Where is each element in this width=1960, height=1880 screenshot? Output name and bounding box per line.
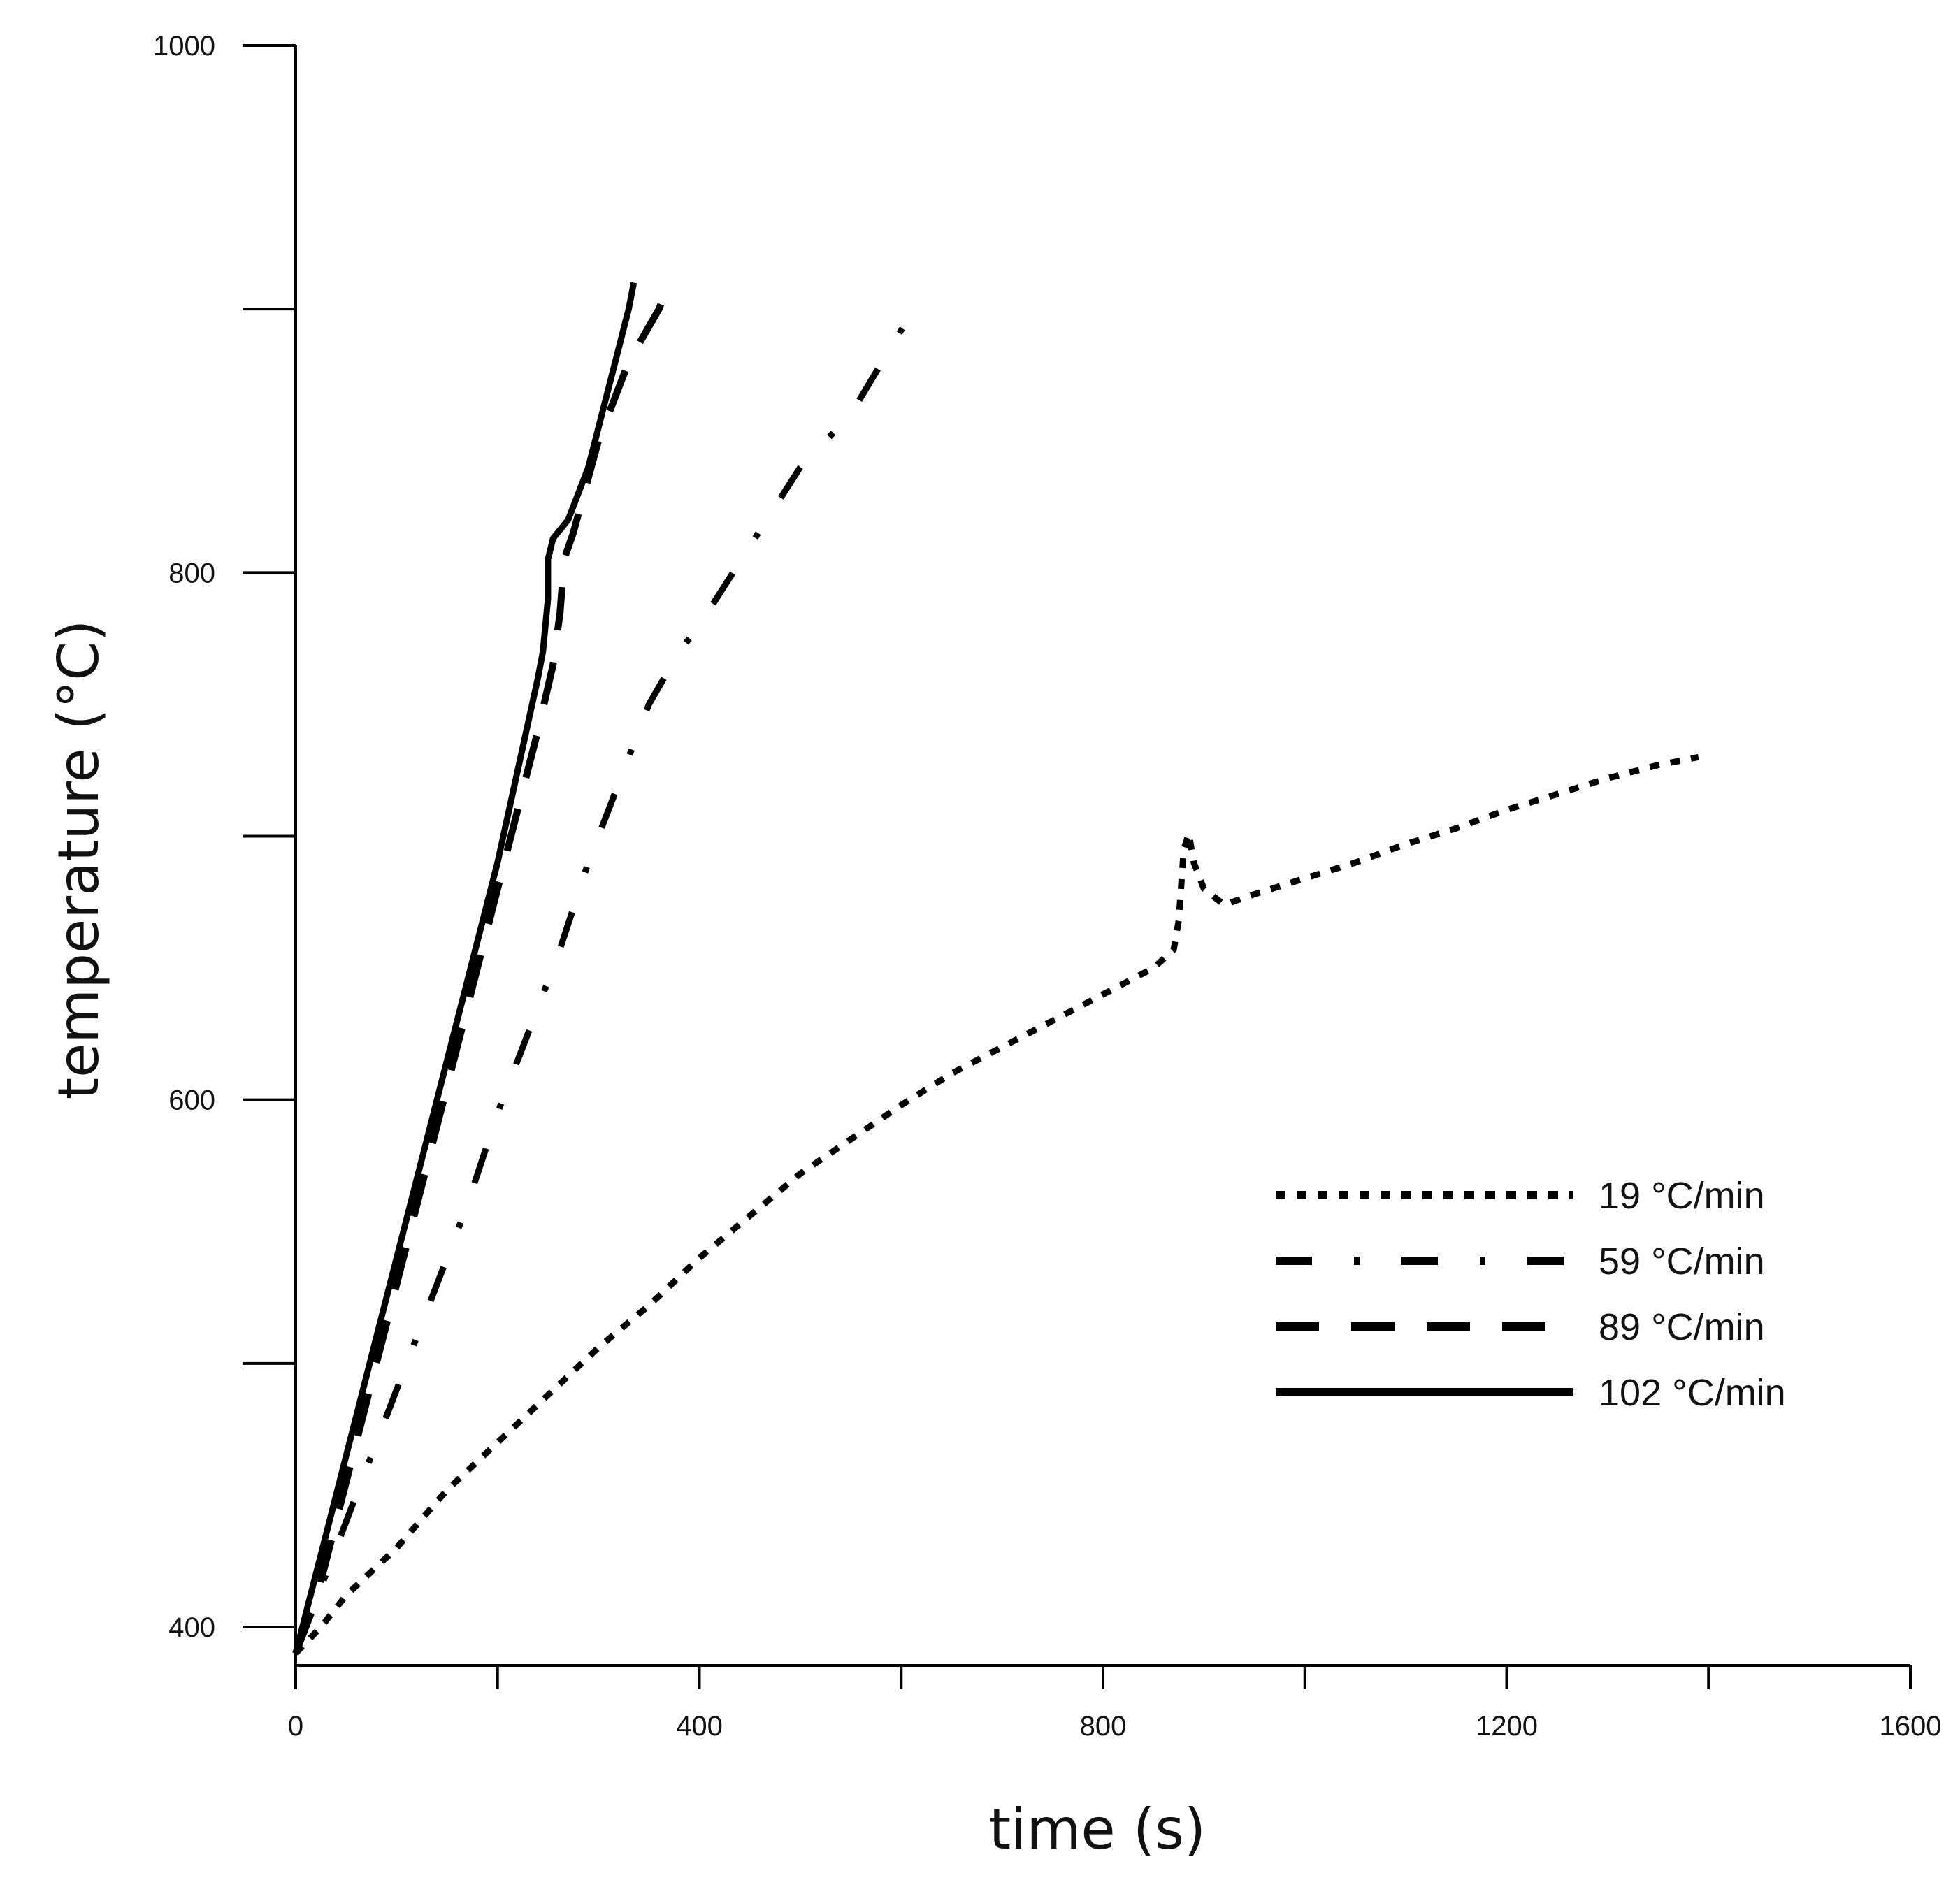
legend-label: 102 °C/min xyxy=(1599,1372,1786,1414)
series-line-102 xyxy=(292,282,637,1654)
y-axis-ticks: 400 600 800 1000 xyxy=(153,31,296,1643)
y-tick-label: 600 xyxy=(168,1085,215,1116)
x-tick-label: 800 xyxy=(1080,1711,1127,1742)
x-axis-ticks: 0 400 800 1200 1600 xyxy=(288,1665,1942,1742)
legend: 19 °C/min 59 °C/min 89 °C/min 102 °C/min xyxy=(1276,1175,1786,1414)
legend-label: 59 °C/min xyxy=(1599,1241,1765,1282)
x-axis-title: time (s) xyxy=(989,1797,1206,1862)
legend-label: 19 °C/min xyxy=(1599,1175,1765,1217)
y-tick-label: 400 xyxy=(168,1612,215,1643)
series-layer xyxy=(292,282,1699,1656)
axes xyxy=(294,45,1910,1667)
x-tick-label: 0 xyxy=(288,1711,303,1742)
y-tick-label: 800 xyxy=(168,558,215,588)
x-tick-label: 1200 xyxy=(1476,1711,1538,1742)
series-line-89 xyxy=(292,294,668,1655)
x-tick-label: 1600 xyxy=(1880,1711,1942,1742)
x-tick-label: 400 xyxy=(676,1711,723,1742)
legend-label: 89 °C/min xyxy=(1599,1306,1765,1348)
y-tick-label: 1000 xyxy=(153,31,215,62)
series-line-19 xyxy=(293,753,1699,1656)
series-line-59 xyxy=(292,307,919,1655)
y-axis-title: temperature (°C) xyxy=(46,620,111,1100)
